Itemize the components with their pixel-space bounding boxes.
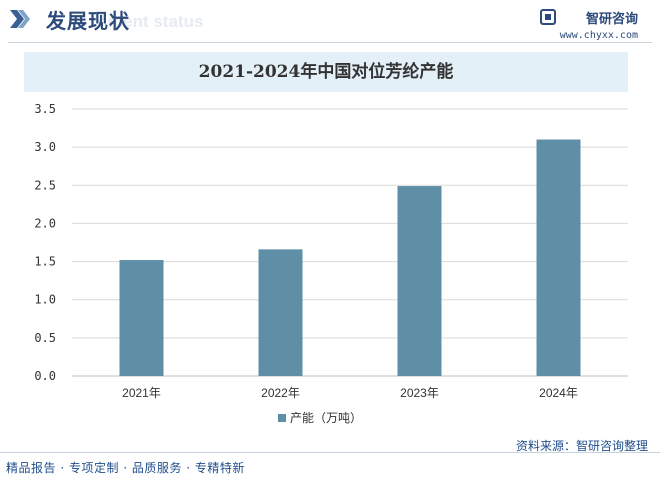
y-tick-label: 1.5 — [34, 255, 56, 269]
chart-title: 2021-2024年中国对位芳纶产能 — [198, 62, 454, 82]
bar — [397, 186, 442, 376]
y-tick-label: 3.5 — [34, 102, 56, 116]
footer-divider — [0, 452, 660, 453]
brand-logo-icon — [539, 9, 556, 25]
x-tick-label: 2021年 — [122, 386, 161, 400]
legend-label: 产能（万吨） — [290, 411, 362, 425]
y-tick-label: 3.0 — [34, 140, 56, 154]
brand-name: 智研咨询 — [585, 12, 638, 27]
header-divider — [8, 42, 652, 43]
double-chevron-icon — [10, 10, 30, 28]
y-tick-label: 1.0 — [34, 293, 56, 307]
x-tick-label: 2023年 — [400, 386, 439, 400]
bar — [258, 249, 303, 376]
page-title: 发展现状 — [46, 9, 130, 33]
brand-url: www.chyxx.com — [559, 30, 638, 41]
bar — [119, 260, 164, 376]
header-watermark: ment status — [108, 12, 204, 31]
y-tick-label: 0.0 — [34, 369, 56, 383]
legend-swatch — [278, 414, 286, 422]
bar — [536, 139, 581, 376]
x-tick-label: 2024年 — [539, 386, 578, 400]
y-tick-label: 2.0 — [34, 216, 56, 230]
y-tick-label: 2.5 — [34, 178, 56, 192]
brand: 智研咨询 www.chyxx.com — [539, 8, 638, 41]
y-tick-label: 0.5 — [34, 331, 56, 345]
x-tick-label: 2022年 — [261, 386, 300, 400]
header: ment status 发展现状 智研咨询 www.chyxx.com — [0, 0, 660, 44]
source-note: 资料来源：智研咨询整理 — [515, 439, 648, 453]
footer-slogan: 精品报告 · 专项定制 · 品质服务 · 专精特新 — [6, 461, 245, 475]
chart-title-bar: 2021-2024年中国对位芳纶产能 — [24, 52, 628, 92]
